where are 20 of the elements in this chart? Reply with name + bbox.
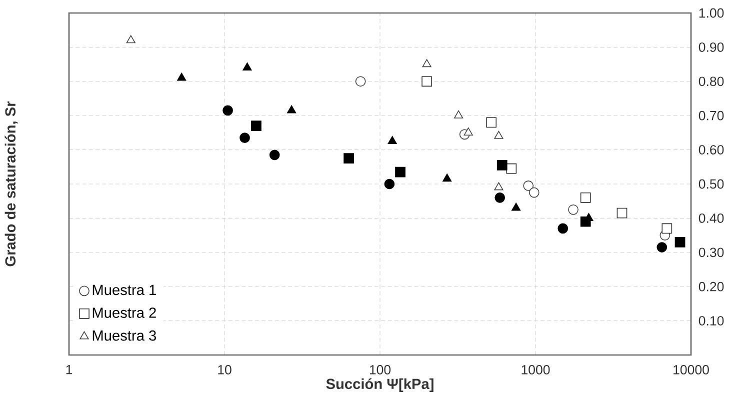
y-axis-title: Grado de saturación, Sr — [4, 101, 18, 266]
x-tick-label: 10000 — [674, 365, 709, 374]
y-tick-label: 0.60 — [698, 145, 724, 154]
x-tick-label: 10 — [218, 365, 232, 374]
x-axis-title: Succión Ψ[kPa] — [326, 378, 434, 392]
legend-label: Muestra 1 — [92, 284, 156, 296]
legend-label: Muestra 2 — [92, 308, 156, 318]
x-tick-label: 1000 — [522, 365, 550, 374]
y-tick-label: 0.40 — [698, 214, 724, 223]
y-tick-label: 1.00 — [699, 8, 724, 18]
x-tick-label: 1 — [66, 365, 72, 374]
y-tick-label: 0.90 — [698, 42, 724, 52]
y-tick-label: 0.50 — [698, 179, 724, 189]
y-tick-label: 0.20 — [698, 282, 724, 292]
y-tick-label: 0.30 — [698, 248, 724, 258]
y-tick-label: 0.10 — [698, 316, 724, 326]
legend-label: Muestra 3 — [92, 330, 156, 341]
x-tick-label: 100 — [370, 365, 391, 374]
y-tick-label: 0.70 — [698, 110, 724, 120]
y-tick-label: 0.80 — [698, 76, 724, 86]
